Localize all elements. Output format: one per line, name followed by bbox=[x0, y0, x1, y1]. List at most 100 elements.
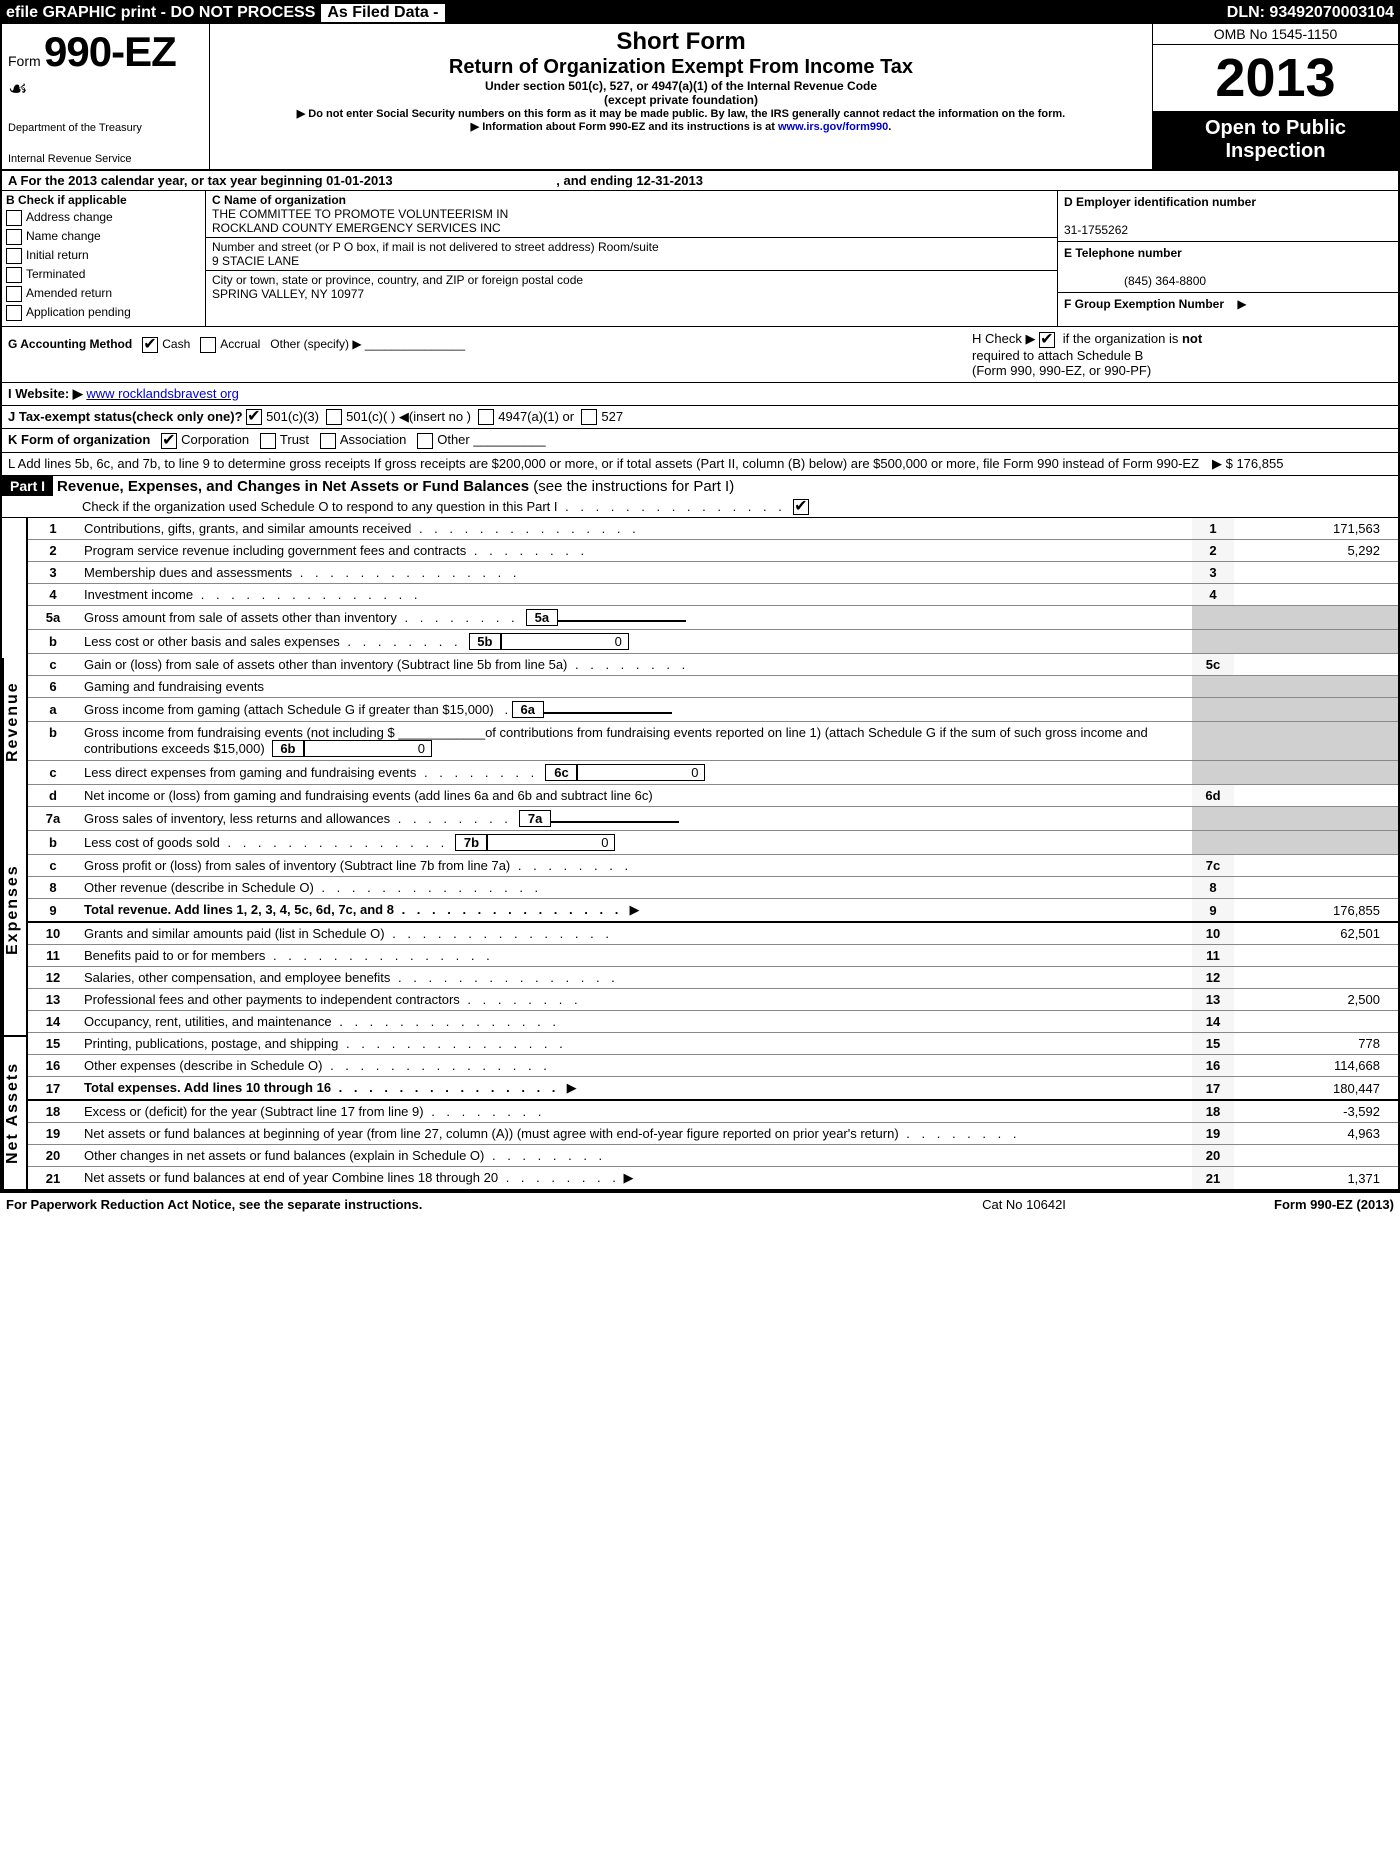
subtitle-2: (except private foundation) bbox=[220, 93, 1142, 107]
cb-other[interactable] bbox=[417, 433, 433, 449]
efile-label: efile GRAPHIC print - DO NOT PROCESS bbox=[6, 4, 315, 22]
section-a-end: , and ending 12-31-2013 bbox=[556, 173, 703, 188]
note-info: ▶ Information about Form 990-EZ and its … bbox=[220, 120, 1142, 133]
part1-title: Revenue, Expenses, and Changes in Net As… bbox=[53, 476, 738, 497]
open-2: Inspection bbox=[1225, 140, 1325, 162]
omb-number: OMB No 1545-1150 bbox=[1153, 24, 1398, 45]
line-20: 20Other changes in net assets or fund ba… bbox=[28, 1145, 1398, 1167]
tax-year: 2013 bbox=[1153, 45, 1398, 111]
line-3: 3Membership dues and assessments3 bbox=[28, 562, 1398, 584]
f-arrow: ▶ bbox=[1237, 297, 1246, 311]
line-6: 6Gaming and fundraising events bbox=[28, 676, 1398, 698]
form-prefix: Form bbox=[8, 53, 41, 69]
website-link[interactable]: www rocklandsbravest org bbox=[86, 386, 238, 401]
section-def: D Employer identification number 31-1755… bbox=[1057, 191, 1398, 326]
form-number: 990-EZ bbox=[44, 28, 176, 75]
cb-terminated[interactable]: Terminated bbox=[6, 267, 201, 283]
city-val: SPRING VALLEY, NY 10977 bbox=[212, 287, 364, 301]
section-g: G Accounting Method Cash Accrual Other (… bbox=[2, 327, 966, 382]
line-18: 18Excess or (deficit) for the year (Subt… bbox=[28, 1100, 1398, 1123]
i-label: I Website: ▶ bbox=[8, 386, 83, 401]
j-label: J Tax-exempt status(check only one)? bbox=[8, 409, 243, 424]
d-label: D Employer identification number bbox=[1064, 195, 1256, 209]
part1-header: Part I Revenue, Expenses, and Changes in… bbox=[2, 476, 1398, 519]
line-16: 16Other expenses (describe in Schedule O… bbox=[28, 1055, 1398, 1077]
section-c: C Name of organization THE COMMITTEE TO … bbox=[206, 191, 1057, 326]
line-17: 17Total expenses. Add lines 10 through 1… bbox=[28, 1077, 1398, 1101]
footer-left: For Paperwork Reduction Act Notice, see … bbox=[6, 1197, 874, 1212]
section-a-begin: A For the 2013 calendar year, or tax yea… bbox=[8, 173, 393, 188]
cb-corp[interactable] bbox=[161, 433, 177, 449]
line-14: 14Occupancy, rent, utilities, and mainte… bbox=[28, 1011, 1398, 1033]
line-12: 12Salaries, other compensation, and empl… bbox=[28, 967, 1398, 989]
cb-assoc[interactable] bbox=[320, 433, 336, 449]
line-6d: dNet income or (loss) from gaming and fu… bbox=[28, 785, 1398, 807]
cb-4947[interactable] bbox=[478, 409, 494, 425]
footer: For Paperwork Reduction Act Notice, see … bbox=[0, 1193, 1400, 1216]
line-10: 10Grants and similar amounts paid (list … bbox=[28, 922, 1398, 945]
gh-row: G Accounting Method Cash Accrual Other (… bbox=[2, 327, 1398, 383]
header-left: Form 990-EZ ☙ Department of the Treasury… bbox=[2, 24, 210, 169]
b-title: B Check if applicable bbox=[6, 193, 127, 207]
section-i: I Website: ▶ www rocklandsbravest org bbox=[2, 383, 1398, 406]
side-labels: Revenue Expenses Net Assets bbox=[2, 518, 28, 1191]
line-19: 19Net assets or fund balances at beginni… bbox=[28, 1123, 1398, 1145]
cb-accrual[interactable] bbox=[200, 337, 216, 353]
line-6a: a Gross income from gaming (attach Sched… bbox=[28, 698, 1398, 722]
cb-name[interactable]: Name change bbox=[6, 229, 201, 245]
line-15: 15Printing, publications, postage, and s… bbox=[28, 1033, 1398, 1055]
section-a: A For the 2013 calendar year, or tax yea… bbox=[2, 171, 1398, 191]
part1-check: Check if the organization used Schedule … bbox=[2, 497, 1398, 518]
dept-irs: Internal Revenue Service bbox=[8, 153, 203, 165]
cb-501c3[interactable] bbox=[246, 409, 262, 425]
line-5a: 5a Gross amount from sale of assets othe… bbox=[28, 606, 1398, 630]
footer-mid: Cat No 10642I bbox=[874, 1197, 1174, 1212]
line-13: 13Professional fees and other payments t… bbox=[28, 989, 1398, 1011]
city-label: City or town, state or province, country… bbox=[212, 273, 583, 287]
e-label: E Telephone number bbox=[1064, 246, 1182, 260]
cb-pending[interactable]: Application pending bbox=[6, 305, 201, 321]
cb-address[interactable]: Address change bbox=[6, 210, 201, 226]
line-21: 21Net assets or fund balances at end of … bbox=[28, 1167, 1398, 1191]
line-9: 9Total revenue. Add lines 1, 2, 3, 4, 5c… bbox=[28, 899, 1398, 923]
g-label: G Accounting Method bbox=[8, 337, 132, 351]
cb-initial[interactable]: Initial return bbox=[6, 248, 201, 264]
l-text: L Add lines 5b, 6c, and 7b, to line 9 to… bbox=[8, 456, 1212, 472]
line-5b: b Less cost or other basis and sales exp… bbox=[28, 630, 1398, 654]
org-name-1: THE COMMITTEE TO PROMOTE VOLUNTEERISM IN bbox=[212, 207, 508, 221]
cb-501c[interactable] bbox=[326, 409, 342, 425]
cb-amended[interactable]: Amended return bbox=[6, 286, 201, 302]
cb-527[interactable] bbox=[581, 409, 597, 425]
cb-cash[interactable] bbox=[142, 337, 158, 353]
irs-link[interactable]: www.irs.gov/form990 bbox=[778, 121, 888, 133]
footer-right: Form 990-EZ (2013) bbox=[1174, 1197, 1394, 1212]
financial-body: Revenue Expenses Net Assets 1Contributio… bbox=[2, 518, 1398, 1191]
h-t3: required to attach Schedule B bbox=[972, 348, 1143, 363]
line-11: 11Benefits paid to or for members11 bbox=[28, 945, 1398, 967]
side-expenses: Expenses bbox=[2, 785, 26, 1037]
line-1: 1Contributions, gifts, grants, and simil… bbox=[28, 518, 1398, 540]
return-title: Return of Organization Exempt From Incom… bbox=[220, 56, 1142, 79]
cb-schedule-o[interactable] bbox=[793, 499, 809, 515]
line-7c: cGross profit or (loss) from sales of in… bbox=[28, 855, 1398, 877]
c-label: C Name of organization bbox=[212, 193, 346, 207]
dept-treasury: Department of the Treasury bbox=[8, 122, 203, 134]
as-filed-label: As Filed Data - bbox=[321, 4, 444, 22]
section-l: L Add lines 5b, 6c, and 7b, to line 9 to… bbox=[2, 453, 1398, 476]
open-inspection: Open to Public Inspection bbox=[1153, 111, 1398, 169]
subtitle-1: Under section 501(c), 527, or 4947(a)(1)… bbox=[220, 79, 1142, 93]
header-mid: Short Form Return of Organization Exempt… bbox=[210, 24, 1152, 169]
form-container: efile GRAPHIC print - DO NOT PROCESS As … bbox=[0, 0, 1400, 1193]
short-form-title: Short Form bbox=[220, 28, 1142, 56]
header: Form 990-EZ ☙ Department of the Treasury… bbox=[2, 24, 1398, 171]
top-bar: efile GRAPHIC print - DO NOT PROCESS As … bbox=[2, 2, 1398, 24]
line-5c: cGain or (loss) from sale of assets othe… bbox=[28, 654, 1398, 676]
cb-trust[interactable] bbox=[260, 433, 276, 449]
street-label: Number and street (or P O box, if mail i… bbox=[212, 240, 659, 254]
line-6b: b Gross income from fundraising events (… bbox=[28, 722, 1398, 761]
header-right: OMB No 1545-1150 2013 Open to Public Ins… bbox=[1152, 24, 1398, 169]
cb-h[interactable] bbox=[1039, 332, 1055, 348]
phone-val: (845) 364-8800 bbox=[1064, 274, 1206, 288]
line-8: 8Other revenue (describe in Schedule O)8 bbox=[28, 877, 1398, 899]
l-val: ▶ $ 176,855 bbox=[1212, 456, 1392, 472]
